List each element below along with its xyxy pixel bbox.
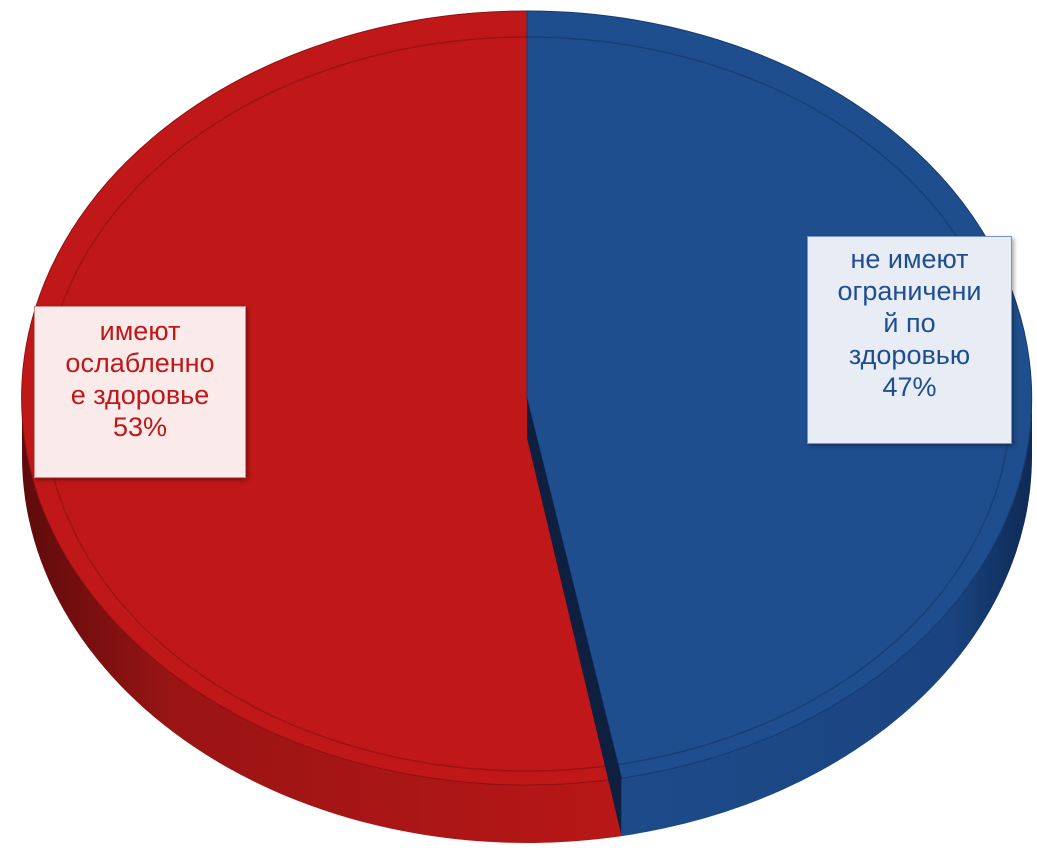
pie-top (21, 10, 1033, 837)
slice-weakened-health (21, 10, 623, 786)
data-label-no-restrictions: не имеют ограничени й по здоровью 47% (807, 236, 1012, 444)
slice-no-restrictions (526, 10, 1033, 779)
label-line: имеют (99, 316, 181, 346)
label-line: е здоровье (70, 380, 210, 410)
label-line: ограничени (837, 276, 982, 306)
slice-side-no-restrictions (621, 398, 1032, 837)
label-line: й по (883, 308, 936, 338)
label-line: здоровью (848, 340, 971, 370)
data-label-weakened-health: имеют ослабленно е здоровье 53% (34, 306, 246, 478)
slice-cut-face (527, 398, 622, 837)
label-line: ослабленно (65, 348, 215, 378)
pie-depth (22, 398, 1032, 843)
label-value: 53% (112, 412, 168, 442)
label-line: не имеют (850, 244, 969, 274)
label-value: 47% (882, 372, 937, 402)
slice-side-weakened-health (22, 398, 622, 843)
